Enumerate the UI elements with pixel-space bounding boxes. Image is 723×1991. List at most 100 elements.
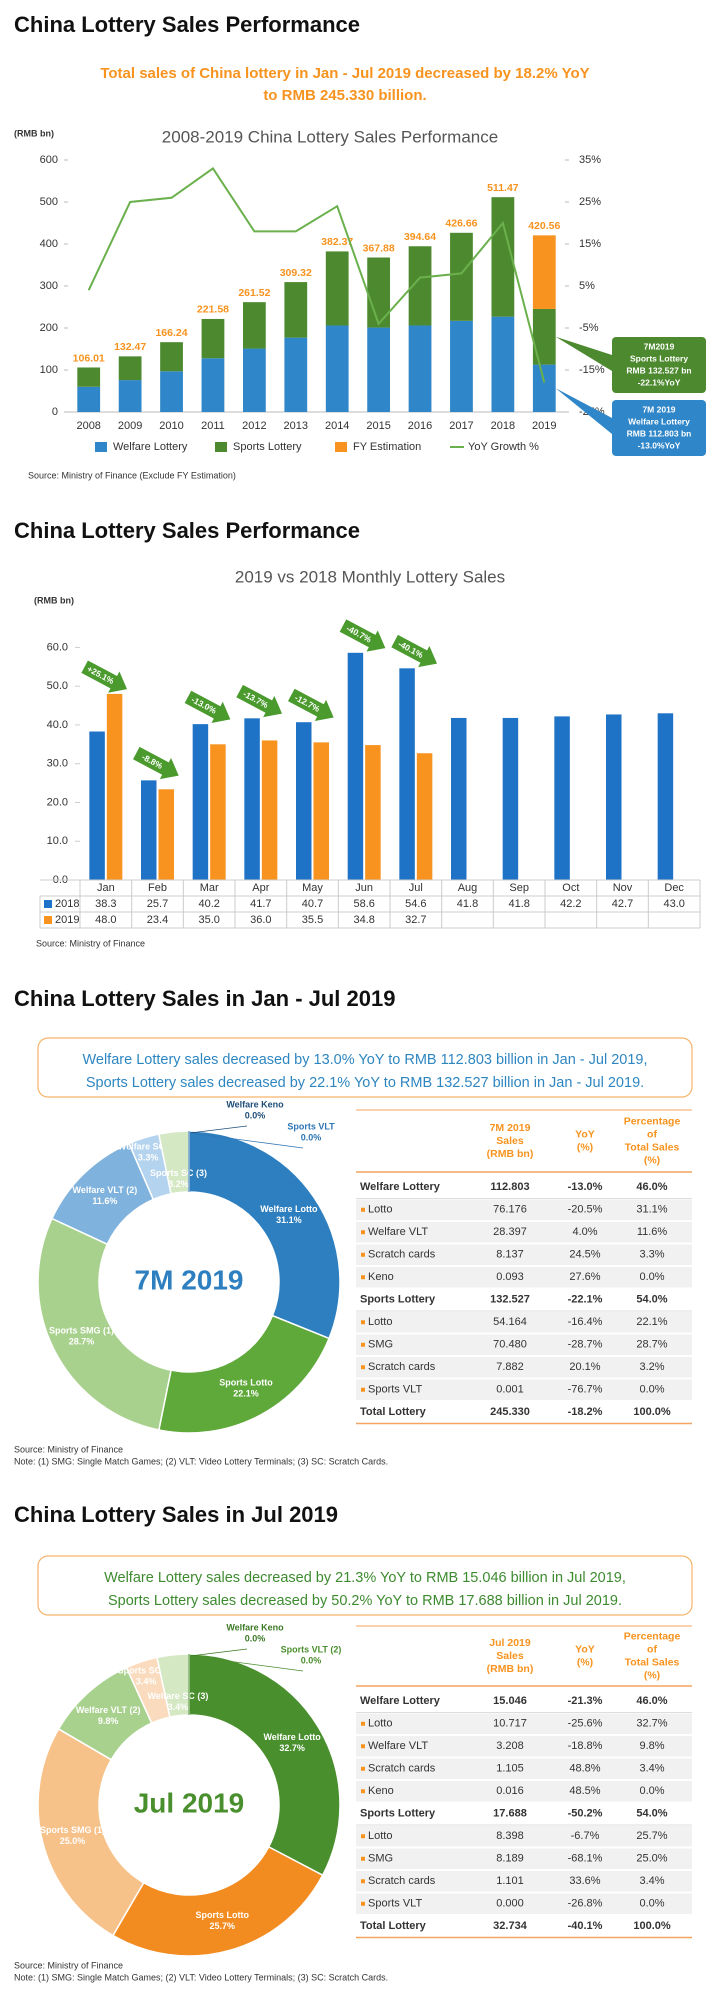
row-bg [356,1893,692,1914]
bar [657,713,674,880]
cell: 1.105 [496,1763,524,1775]
bar [450,320,473,412]
cell: -22.1% [568,1294,603,1306]
row-bg [356,1312,692,1333]
cell: 8.137 [496,1249,524,1261]
row-label: Scratch cards [368,1763,436,1775]
bar [296,722,312,880]
y-tick-label: 50.0 [47,680,68,692]
cell: 3.4% [639,1875,664,1887]
row-bg [356,1848,692,1869]
segment-value: 0.0% [301,1132,322,1142]
cell: 112.803 [490,1181,529,1193]
summary-box [37,1555,693,1616]
row-bg [356,1357,692,1378]
bar [244,718,260,880]
x-tick-label: 2014 [325,420,349,432]
y-tick-label: 100 [40,364,58,376]
bar [347,652,364,880]
table-header: Percentage [624,1630,681,1642]
leader-line [189,1648,248,1657]
segment-value: 0.0% [245,1633,266,1643]
table-header: (%) [577,1141,593,1153]
table-value: 41.8 [457,898,478,910]
x-tick-label: Feb [148,882,167,894]
segment-label: Welfare VLT (2) [73,1185,138,1195]
y2-tick-label: 35% [579,154,601,166]
cell: -28.7% [568,1339,603,1351]
cell: 20.1% [569,1361,600,1373]
yoy-arrow: +25.1% [81,660,128,693]
table-value: 58.6 [353,898,374,910]
cell: -16.4% [568,1316,603,1328]
cell: 4.0% [572,1226,597,1238]
note: Note: (1) SMG: Single Match Games; (2) V… [14,1456,388,1466]
table-header: (%) [644,1154,660,1166]
x-tick-label: Nov [613,882,633,894]
legend-label: YoY Growth % [468,441,539,453]
table-header: YoY [575,1128,595,1140]
cell: 22.1% [636,1316,667,1328]
yoy-arrow: -13.7% [236,684,283,718]
cell: 0.016 [496,1785,524,1797]
cell: 8.189 [496,1853,524,1865]
row-label: Sports Lottery [360,1294,436,1306]
row-bg [356,1244,692,1265]
row-label: Lotto [368,1718,392,1730]
bullet [361,1342,365,1347]
row-bg [356,1781,692,1802]
table-header: Sales [496,1135,524,1147]
table-value: 23.4 [147,914,168,926]
bar [408,325,432,412]
subtitle: to RMB 245.330 billion. [263,87,426,104]
row-bg [356,1379,692,1400]
segment-label: Welfare Lotto [260,1204,318,1214]
bar [408,246,432,326]
row-label: Sports Lottery [360,1808,436,1820]
cell: 27.6% [569,1271,600,1283]
yoy-arrow: -40.7% [339,619,386,652]
segment-label: Sports SMG (1) [40,1825,105,1835]
row-label: Scratch cards [368,1875,436,1887]
x-tick-label: 2013 [284,420,308,432]
row-label: Sports VLT [368,1898,422,1910]
x-tick-label: Sep [509,882,529,894]
row-bg [356,1736,692,1757]
yoy-arrow: -13.0% [184,690,231,723]
callout-text: RMB 132.527 bn [626,365,691,375]
bar [532,308,556,365]
bar [606,714,622,880]
cell: -18.8% [568,1740,603,1752]
cell: 31.1% [636,1204,667,1216]
table-value: 35.0 [198,914,219,926]
y-tick-label: 40.0 [47,719,68,731]
bar [532,364,556,412]
bar [399,668,415,880]
y-tick-label: 600 [40,154,58,166]
arrow-shape [184,690,231,723]
bullet [361,1901,365,1906]
row-bg [356,1826,692,1847]
legend-swatch [44,916,52,924]
segment-label: Welfare VLT (2) [76,1705,141,1715]
callout-pointer [555,388,612,434]
total-label: 511.47 [487,182,519,194]
table-header: Total Sales [625,1141,680,1153]
callout-text: RMB 112.803 bn [627,428,692,438]
bullet [361,1230,365,1235]
segment-value: 0.0% [245,1110,266,1120]
y-tick-label: 400 [40,238,58,250]
cell: 0.0% [639,1271,664,1283]
y-axis-label: (RMB bn) [14,128,54,138]
callout-box [612,400,706,456]
bar [106,693,123,880]
bullet [361,1320,365,1325]
cell: -13.0% [568,1181,603,1193]
table-header: (%) [577,1656,593,1668]
y2-tick-label: 15% [579,238,601,250]
callout-pointer [555,336,612,371]
cell: -20.5% [568,1204,603,1216]
summary-box [37,1037,693,1098]
x-tick-label: 2019 [532,420,556,432]
table-value: 40.7 [302,898,323,910]
